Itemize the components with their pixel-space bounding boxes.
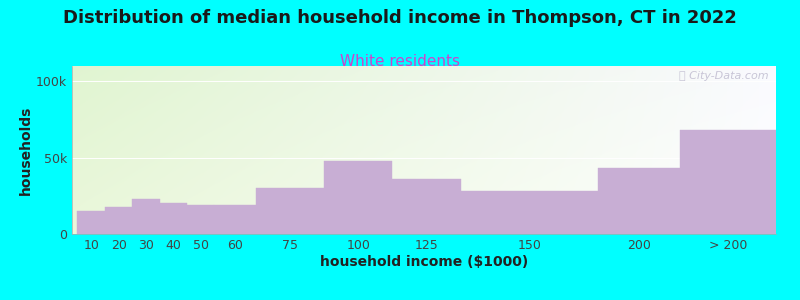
Bar — [160, 203, 187, 234]
Bar — [105, 206, 132, 234]
Bar — [680, 130, 776, 234]
Bar — [324, 161, 393, 234]
Bar — [461, 191, 598, 234]
Bar — [214, 205, 255, 234]
Bar — [393, 179, 461, 234]
Text: Distribution of median household income in Thompson, CT in 2022: Distribution of median household income … — [63, 9, 737, 27]
Bar — [132, 199, 160, 234]
Bar — [187, 205, 214, 234]
Text: ⓘ City-Data.com: ⓘ City-Data.com — [679, 71, 769, 81]
Bar — [598, 168, 680, 234]
X-axis label: household income ($1000): household income ($1000) — [320, 255, 528, 268]
Y-axis label: households: households — [19, 105, 34, 195]
Bar — [78, 211, 105, 234]
Bar — [255, 188, 324, 234]
Text: White residents: White residents — [340, 54, 460, 69]
